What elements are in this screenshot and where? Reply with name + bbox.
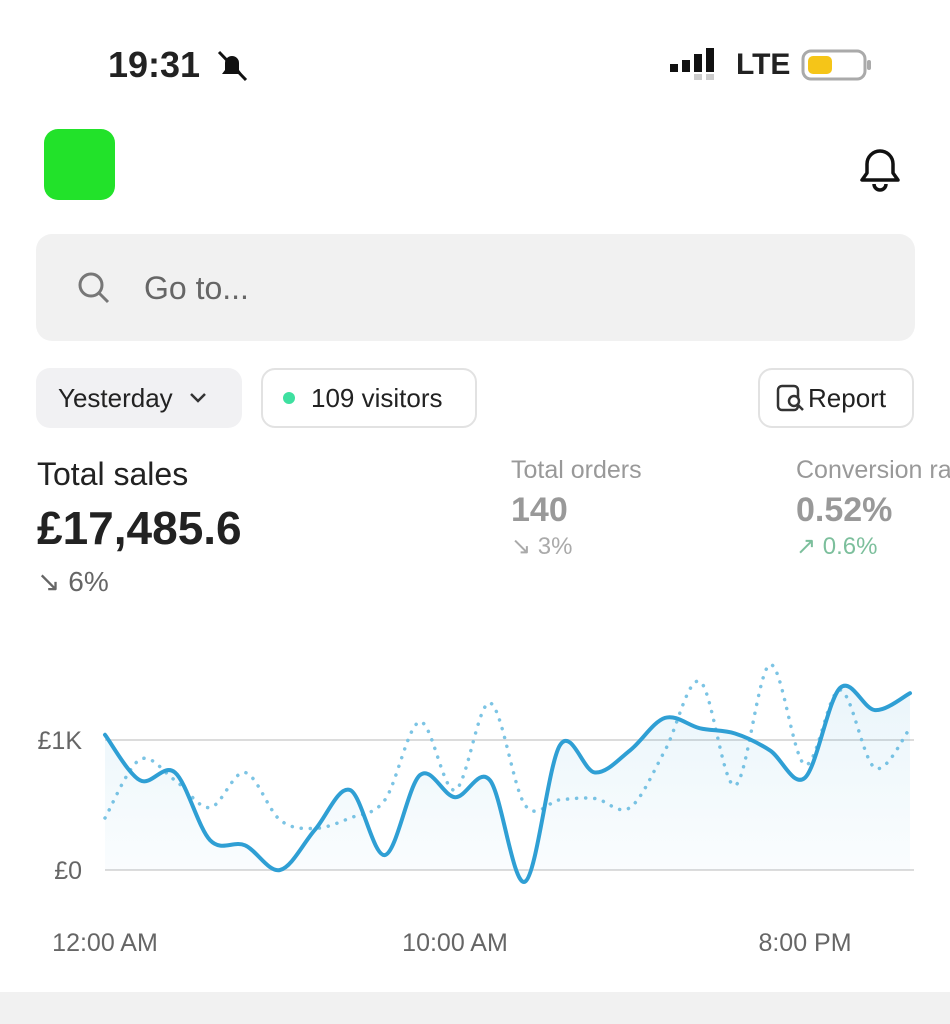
metric-value: 0.52%	[796, 491, 893, 529]
notification-bell[interactable]	[852, 142, 908, 198]
y-tick-label: £0	[54, 857, 82, 885]
metric-label: Conversion rate	[796, 456, 950, 484]
signal-icon	[670, 48, 714, 80]
metric-change: 0.6%	[822, 533, 878, 560]
x-tick-label: 10:00 AM	[402, 929, 508, 957]
sales-chart: £0 £1K 12:00 AM 10:00 AM 8:00 PM	[38, 662, 914, 957]
metric-label: Total orders	[511, 456, 642, 484]
visitors: 109 visitors	[311, 382, 443, 413]
metric-value: £17,485.6	[37, 502, 242, 554]
line	[103, 662, 912, 831]
y-tick-label: £1K	[38, 727, 83, 755]
area	[105, 685, 910, 882]
report: Report	[808, 382, 887, 413]
report-icon	[776, 384, 804, 412]
status-time: 19:31	[108, 44, 201, 85]
metric: Total orders 140 ↘ 3%	[511, 456, 642, 560]
x-tick-label: 12:00 AM	[52, 929, 158, 957]
metric: Total sales £17,485.6 ↘ 6%	[37, 456, 242, 597]
metric-change: 6%	[68, 566, 109, 597]
bottom-bar	[0, 992, 950, 1024]
chevron	[189, 393, 206, 403]
x-tick-label: 8:00 PM	[758, 929, 851, 957]
metric-label: Total sales	[37, 456, 189, 492]
mute-icon	[217, 50, 248, 82]
metric: Conversion rate 0.52% ↗ 0.6%	[796, 456, 950, 560]
search-bar[interactable]: Go to...	[36, 234, 915, 341]
period: Yesterday	[58, 382, 173, 413]
metric-change: 3%	[537, 533, 573, 560]
line	[103, 683, 912, 884]
period-selector[interactable]: Yesterday	[36, 368, 242, 428]
network: LTE	[736, 48, 791, 81]
live-dot	[283, 392, 295, 404]
metric-value: 140	[511, 491, 568, 529]
report-button[interactable]: Report	[758, 368, 914, 428]
search-placeholder: Go to...	[144, 270, 249, 306]
search-icon	[78, 272, 110, 304]
store-logo[interactable]	[44, 129, 115, 200]
visitors-pill[interactable]: 109 visitors	[261, 368, 477, 428]
battery-icon	[801, 49, 871, 81]
